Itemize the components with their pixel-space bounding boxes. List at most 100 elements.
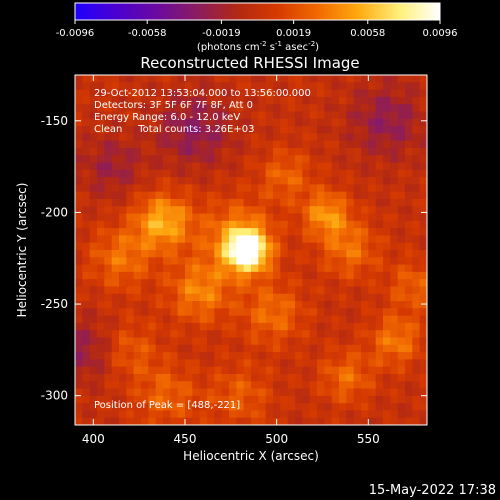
heatmap-cell (170, 82, 179, 90)
heatmap-cell (148, 264, 157, 273)
heatmap-cell (119, 242, 127, 251)
heatmap-cell (104, 155, 113, 163)
heatmap-cell (419, 373, 428, 382)
heatmap-cell (141, 417, 149, 426)
heatmap-cell (295, 308, 303, 317)
heatmap-cell (339, 257, 347, 265)
heatmap-cell (295, 96, 303, 105)
heatmap-cell (177, 104, 186, 112)
heatmap-cell (236, 293, 245, 302)
heatmap-cell (397, 133, 406, 142)
heatmap-cell (148, 337, 157, 346)
heatmap-cell (82, 162, 91, 171)
heatmap-cell (221, 191, 230, 200)
heatmap-cell (390, 206, 399, 214)
heatmap-cell (353, 133, 362, 142)
heatmap-cell (419, 184, 428, 193)
heatmap-cell (163, 242, 171, 251)
x-tick-label: 450 (174, 432, 197, 446)
heatmap-cell (185, 344, 193, 353)
heatmap-cell (265, 75, 274, 83)
heatmap-cell (309, 344, 318, 353)
heatmap-cell (170, 337, 179, 346)
heatmap-cell (199, 118, 208, 127)
heatmap-cell (185, 89, 193, 98)
heatmap-cell (295, 169, 303, 178)
heatmap-cell (295, 403, 303, 411)
heatmap-cell (302, 242, 311, 251)
heatmap-cell (185, 257, 193, 265)
heatmap-cell (397, 308, 406, 317)
heatmap-cell (375, 322, 384, 331)
heatmap-cell (287, 220, 296, 229)
heatmap-cell (97, 184, 105, 193)
heatmap-cell (133, 228, 142, 236)
heatmap-cell (295, 352, 303, 360)
heatmap-cell (273, 308, 281, 317)
heatmap-cell (265, 410, 274, 419)
heatmap-cell (383, 206, 391, 214)
heatmap-cell (104, 293, 113, 302)
heatmap-cell (111, 140, 120, 149)
heatmap-cell (111, 286, 120, 295)
heatmap-cell (97, 337, 105, 346)
heatmap-cell (192, 366, 201, 375)
heatmap-cell (163, 162, 171, 171)
heatmap-cell (397, 403, 406, 411)
heatmap-cell (397, 250, 406, 258)
heatmap-cell (155, 228, 164, 236)
heatmap-cell (221, 133, 230, 142)
x-tick-label: 400 (82, 432, 105, 446)
heatmap-cell (89, 82, 98, 90)
heatmap-cell (97, 213, 105, 222)
heatmap-cell (214, 271, 223, 280)
heatmap-cell (170, 264, 179, 273)
heatmap-cell (265, 213, 274, 222)
heatmap-cell (104, 286, 113, 295)
heatmap-cell (89, 104, 98, 112)
heatmap-cell (346, 373, 355, 382)
heatmap-cell (104, 417, 113, 426)
heatmap-cell (412, 293, 421, 302)
heatmap-cell (229, 177, 237, 185)
heatmap-cell (177, 250, 186, 258)
heatmap-cell (302, 381, 311, 389)
heatmap-cell (251, 381, 259, 389)
heatmap-cell (302, 184, 311, 193)
heatmap-cell (251, 410, 259, 419)
heatmap-cell (163, 395, 171, 404)
heatmap-cell (177, 220, 186, 229)
heatmap-cell (199, 75, 208, 83)
heatmap-cell (302, 359, 311, 368)
heatmap-cell (163, 250, 171, 258)
heatmap-cell (273, 228, 281, 236)
heatmap-cell (324, 213, 333, 222)
heatmap-cell (148, 395, 157, 404)
heatmap-cell (273, 213, 281, 222)
heatmap-cell (368, 126, 377, 134)
heatmap-cell (236, 191, 245, 200)
heatmap-cell (97, 155, 105, 163)
heatmap-cell (82, 293, 91, 302)
heatmap-cell (317, 140, 325, 149)
heatmap-cell (412, 140, 421, 149)
heatmap-cell (75, 147, 83, 156)
heatmap-cell (339, 96, 347, 105)
heatmap-cell (295, 315, 303, 324)
heatmap-cell (89, 96, 98, 105)
heatmap-cell (207, 352, 215, 360)
heatmap-cell (155, 366, 164, 375)
heatmap-cell (361, 177, 369, 185)
heatmap-cell (302, 344, 311, 353)
heatmap-cell (104, 352, 113, 360)
heatmap-cell (163, 235, 171, 244)
heatmap-cell (339, 126, 347, 134)
heatmap-cell (317, 184, 325, 193)
heatmap-cell (361, 337, 369, 346)
heatmap-cell (412, 147, 421, 156)
heatmap-cell (295, 366, 303, 375)
heatmap-cell (368, 155, 377, 163)
heatmap-cell (280, 264, 289, 273)
heatmap-cell (251, 330, 259, 338)
heatmap-cell (368, 177, 377, 185)
